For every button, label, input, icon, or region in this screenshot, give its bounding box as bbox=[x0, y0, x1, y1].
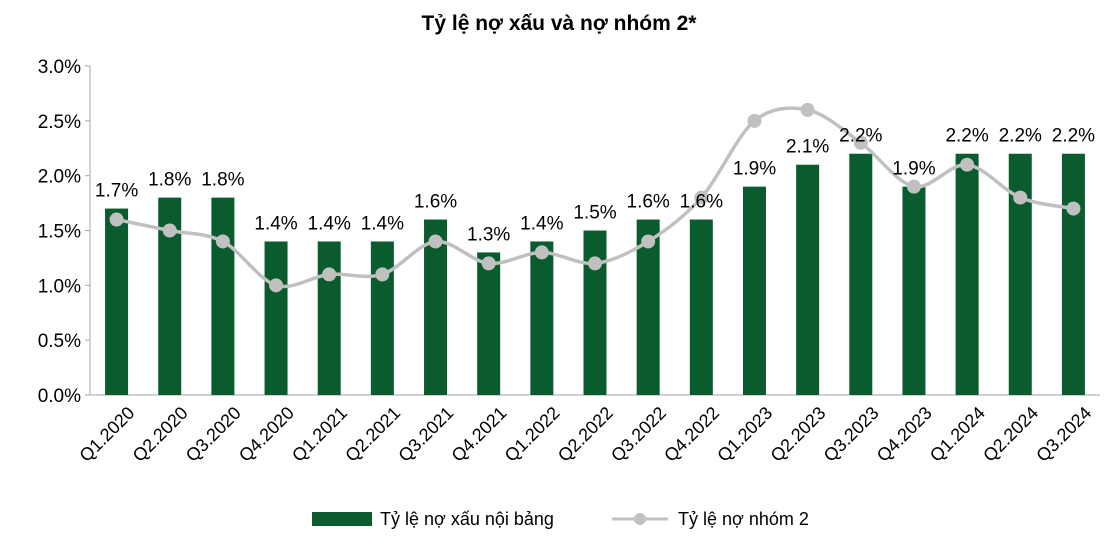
x-tick-label: Q2.2021 bbox=[341, 403, 404, 466]
y-tick-label: 0.5% bbox=[38, 331, 81, 352]
bar bbox=[1061, 153, 1085, 395]
bar bbox=[955, 153, 979, 395]
line-point bbox=[800, 102, 815, 117]
line-point bbox=[960, 157, 975, 172]
bar-data-label: 2.2% bbox=[1052, 126, 1095, 147]
bar bbox=[370, 241, 394, 395]
x-tick-label: Q1.2024 bbox=[926, 403, 989, 466]
x-tick-label: Q3.2020 bbox=[182, 403, 245, 466]
bar-data-label: 2.2% bbox=[945, 126, 988, 147]
bar bbox=[105, 208, 129, 395]
chart-title: Tỷ lệ nợ xấu và nợ nhóm 2* bbox=[421, 12, 697, 35]
bar bbox=[742, 186, 766, 395]
bar bbox=[477, 252, 501, 395]
bar-data-label: 1.6% bbox=[627, 192, 670, 213]
line-point bbox=[269, 278, 284, 293]
bar bbox=[796, 164, 820, 395]
bar-labels: 1.7% 1.8% 1.8% 1.4% 1.4% 1.4% 1.6% 1.3% 1.4% 1.5%… bbox=[95, 126, 1095, 246]
bar-data-label: 1.6% bbox=[680, 192, 723, 213]
bar bbox=[689, 219, 713, 395]
y-tick-label: 1.5% bbox=[38, 222, 81, 243]
line-point bbox=[1013, 190, 1028, 205]
bar bbox=[1008, 153, 1032, 395]
legend-item-bar: Tỷ lệ nợ xấu nội bảng bbox=[312, 505, 554, 533]
line-point bbox=[481, 256, 496, 271]
y-tick-label: 1.0% bbox=[38, 276, 81, 297]
line-point bbox=[375, 267, 390, 282]
bar bbox=[636, 219, 660, 395]
bar-data-label: 2.2% bbox=[999, 126, 1042, 147]
x-tick-label: Q3.2021 bbox=[394, 403, 457, 466]
line-point bbox=[694, 190, 709, 205]
legend-swatch-line bbox=[612, 513, 668, 525]
legend-label-line: Tỷ lệ nợ nhóm 2 bbox=[678, 508, 809, 529]
bar bbox=[849, 153, 873, 395]
bar bbox=[264, 241, 288, 395]
line-point bbox=[534, 245, 549, 260]
bar bbox=[530, 241, 554, 395]
bar bbox=[583, 230, 607, 395]
bar-data-label: 2.1% bbox=[786, 137, 829, 158]
bar bbox=[424, 219, 448, 395]
line-point bbox=[322, 267, 337, 282]
bar-data-label: 1.9% bbox=[892, 159, 935, 180]
x-tick-label: Q1.2020 bbox=[75, 403, 138, 466]
x-tick-label: Q1.2022 bbox=[501, 403, 564, 466]
x-tick-label: Q4.2021 bbox=[448, 403, 511, 466]
bar-data-label: 1.8% bbox=[148, 170, 191, 191]
x-tick-label: Q4.2023 bbox=[873, 403, 936, 466]
y-tick-label: 2.0% bbox=[38, 167, 81, 188]
x-tick-label: Q2.2022 bbox=[554, 403, 617, 466]
x-tick-label: Q3.2024 bbox=[1032, 403, 1095, 466]
bar-series bbox=[105, 153, 1085, 395]
y-tick-label: 3.0% bbox=[38, 57, 81, 78]
y-tick-label: 0.0% bbox=[38, 386, 81, 407]
legend-swatch-bar bbox=[312, 512, 372, 526]
line-series bbox=[109, 102, 1081, 293]
bar bbox=[211, 197, 235, 395]
line-point bbox=[109, 212, 124, 227]
x-tick-labels: Q1.2020Q2.2020Q3.2020Q4.2020Q1.2021Q2.20… bbox=[75, 403, 1095, 466]
bar bbox=[158, 197, 182, 395]
line-point bbox=[215, 234, 230, 249]
x-tick-label: Q4.2020 bbox=[235, 403, 298, 466]
line-point bbox=[428, 234, 443, 249]
line-point bbox=[1066, 201, 1081, 216]
x-tick-label: Q2.2023 bbox=[767, 403, 830, 466]
line-point bbox=[641, 234, 656, 249]
line-point bbox=[588, 256, 602, 271]
x-tick-label: Q3.2022 bbox=[607, 403, 670, 466]
line-point bbox=[162, 223, 177, 238]
bar-data-label: 1.4% bbox=[308, 213, 351, 234]
x-tick-label: Q1.2021 bbox=[288, 403, 351, 466]
line-point bbox=[906, 179, 921, 194]
line-point bbox=[853, 135, 868, 150]
x-tick-label: Q4.2022 bbox=[660, 403, 723, 466]
y-tick-label: 2.5% bbox=[38, 112, 81, 133]
legend-label-bar: Tỷ lệ nợ xấu nội bảng bbox=[380, 508, 554, 529]
bar-data-label: 1.6% bbox=[414, 192, 457, 213]
bar-data-label: 1.4% bbox=[361, 213, 404, 234]
x-tick-label: Q3.2023 bbox=[820, 403, 883, 466]
bar-data-label: 1.8% bbox=[201, 170, 244, 191]
line-point bbox=[747, 113, 762, 128]
bar-data-label: 1.3% bbox=[467, 224, 510, 245]
bar bbox=[902, 186, 926, 395]
bar-data-label: 1.4% bbox=[520, 213, 563, 234]
bar-data-label: 1.7% bbox=[95, 181, 138, 202]
x-tick-label: Q2.2020 bbox=[129, 403, 192, 466]
legend: Tỷ lệ nợ xấu nội bảng Tỷ lệ nợ nhóm 2 bbox=[0, 505, 1118, 533]
y-tick-labels: 0.0% 0.5% 1.0% 1.5% 2.0% 2.5% 3.0% bbox=[38, 57, 81, 407]
bar-data-label: 2.2% bbox=[839, 126, 882, 147]
x-tick-label: Q2.2024 bbox=[979, 403, 1042, 466]
bar-data-label: 1.9% bbox=[733, 159, 776, 180]
bar-data-label: 1.4% bbox=[254, 213, 297, 234]
bar bbox=[317, 241, 341, 395]
legend-item-line: Tỷ lệ nợ nhóm 2 bbox=[610, 505, 809, 533]
x-tick-label: Q1.2023 bbox=[713, 403, 776, 466]
bar-data-label: 1.5% bbox=[573, 203, 616, 224]
